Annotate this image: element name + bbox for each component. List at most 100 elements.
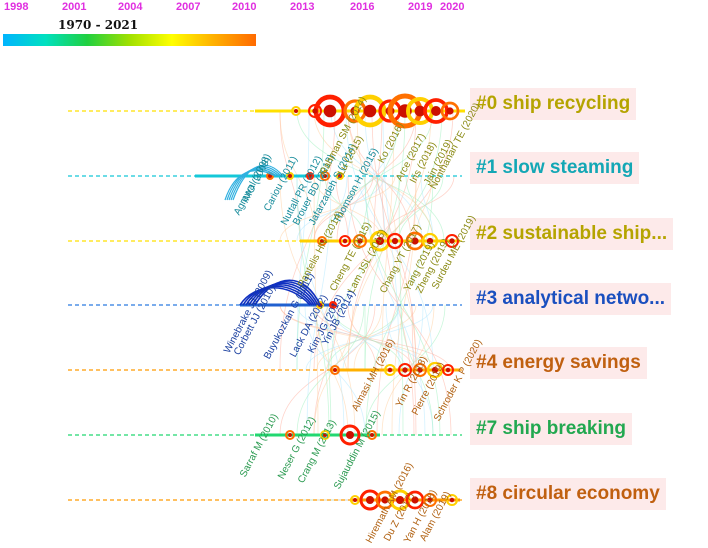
citation-node-ring bbox=[286, 172, 294, 180]
year-label: 2013 bbox=[290, 1, 315, 13]
citation-arc bbox=[245, 283, 315, 306]
year-colorbar bbox=[3, 34, 256, 46]
citation-node bbox=[426, 237, 434, 245]
cluster-label-slow-steaming: #1 slow steaming bbox=[470, 152, 640, 184]
citation-node bbox=[323, 174, 327, 178]
citation-node-ring bbox=[291, 106, 301, 116]
citation-node-ring bbox=[398, 363, 412, 377]
citation-link bbox=[330, 175, 348, 242]
citation-link bbox=[398, 175, 444, 242]
citation-node bbox=[331, 303, 335, 307]
citation-node-ring bbox=[339, 424, 361, 446]
citation-node bbox=[449, 497, 455, 503]
cluster-label-sustainable-shipping: #2 sustainable ship... bbox=[470, 218, 674, 250]
citation-node bbox=[294, 109, 298, 113]
citation-node bbox=[381, 496, 389, 504]
citation-node bbox=[333, 368, 337, 372]
citation-link bbox=[313, 175, 374, 242]
cluster-label-circular-economy: #8 circular economy bbox=[470, 478, 666, 510]
citation-node bbox=[411, 237, 419, 245]
citation-node-ring bbox=[306, 172, 314, 180]
citation-arc bbox=[242, 285, 313, 306]
citation-node bbox=[431, 106, 441, 116]
citation-node-ring bbox=[320, 171, 330, 181]
citation-link bbox=[364, 175, 441, 436]
citation-arc bbox=[251, 281, 319, 306]
citation-node-ring bbox=[375, 490, 395, 510]
citation-link bbox=[296, 304, 425, 371]
year-label: 2019 bbox=[408, 1, 433, 13]
citation-node-ring bbox=[421, 232, 439, 250]
citation-arc bbox=[232, 164, 284, 201]
year-label: 2020 bbox=[440, 1, 465, 13]
citation-node bbox=[375, 236, 385, 246]
citation-node-ring bbox=[320, 430, 330, 440]
citation-arc bbox=[254, 279, 321, 306]
citation-node-ring bbox=[308, 104, 322, 118]
citation-link bbox=[313, 110, 434, 242]
citation-node bbox=[395, 495, 405, 505]
cluster-label-ship-breaking: #7 ship breaking bbox=[470, 413, 632, 445]
citation-node bbox=[411, 496, 419, 504]
citation-link bbox=[335, 175, 349, 242]
citation-node bbox=[414, 105, 426, 117]
citation-node bbox=[312, 108, 318, 114]
year-range-label: 1970 - 2021 bbox=[58, 18, 139, 32]
citation-node bbox=[323, 104, 337, 118]
citation-node-ring bbox=[384, 364, 396, 376]
citation-node bbox=[387, 367, 393, 373]
citation-node bbox=[342, 238, 348, 244]
citation-node bbox=[446, 107, 454, 115]
year-label: 2016 bbox=[350, 1, 375, 13]
citation-node-ring bbox=[353, 234, 367, 248]
citation-node bbox=[365, 495, 375, 505]
citation-link bbox=[305, 304, 434, 371]
citation-link bbox=[342, 304, 400, 371]
citation-node-ring bbox=[389, 489, 411, 511]
year-label: 2010 bbox=[232, 1, 257, 13]
citation-node-ring bbox=[445, 234, 459, 248]
citation-node-ring bbox=[413, 363, 427, 377]
citation-node bbox=[370, 433, 374, 437]
citation-node-ring bbox=[317, 236, 327, 246]
citation-link bbox=[376, 175, 417, 436]
citation-node-ring bbox=[442, 364, 454, 376]
citation-link bbox=[279, 304, 451, 371]
citation-node bbox=[288, 174, 292, 178]
citation-node-ring bbox=[329, 301, 337, 309]
cluster-label-ship-recycling: #0 ship recycling bbox=[470, 88, 637, 120]
cluster-label-analytical-network: #3 analytical netwo... bbox=[470, 283, 672, 315]
citation-node-ring bbox=[446, 494, 458, 506]
citation-link bbox=[364, 110, 386, 242]
citation-node bbox=[345, 430, 355, 440]
citation-node-ring bbox=[330, 365, 340, 375]
citation-node-ring bbox=[423, 493, 437, 507]
citation-node-ring bbox=[440, 101, 460, 121]
citation-node bbox=[323, 433, 327, 437]
citation-node bbox=[338, 174, 342, 178]
citation-node bbox=[431, 366, 439, 374]
citation-node-ring bbox=[350, 495, 360, 505]
citation-node-ring bbox=[386, 232, 404, 250]
year-label: 2004 bbox=[118, 1, 143, 13]
citation-node bbox=[288, 433, 292, 437]
citation-link bbox=[420, 175, 434, 242]
cluster-label-energy-savings: #4 energy savings bbox=[470, 347, 647, 379]
citation-node bbox=[391, 237, 399, 245]
citation-node-ring bbox=[285, 430, 295, 440]
year-label: 2001 bbox=[62, 1, 87, 13]
citation-node bbox=[427, 497, 433, 503]
citation-node-ring bbox=[339, 235, 351, 247]
citation-node bbox=[417, 367, 423, 373]
citation-node bbox=[445, 367, 451, 373]
citation-node-ring bbox=[359, 489, 381, 511]
citation-node bbox=[353, 498, 357, 502]
citation-link bbox=[353, 304, 383, 371]
citation-link bbox=[364, 175, 426, 436]
citation-node bbox=[268, 174, 272, 178]
citation-node-ring bbox=[316, 301, 324, 309]
year-label: 2007 bbox=[176, 1, 201, 13]
citation-node-ring bbox=[367, 430, 377, 440]
